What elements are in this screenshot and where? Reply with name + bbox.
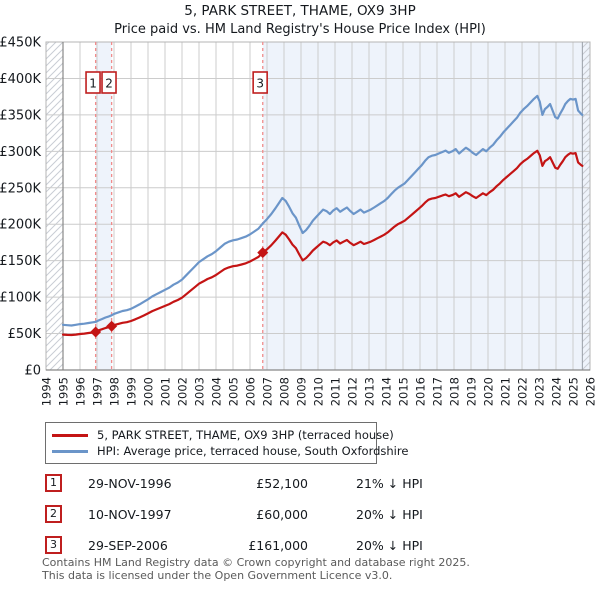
x-axis-tick-label: 2010 <box>312 377 326 406</box>
y-axis-tick-label: £350K <box>0 108 41 123</box>
table-row: 3 29-SEP-2006 £161,000 20% ↓ HPI <box>45 536 445 554</box>
transaction-number-badge: 1 <box>45 474 62 492</box>
sale-marker-diamond <box>257 247 269 259</box>
x-axis-tick-label: 2018 <box>448 377 462 406</box>
x-axis-tick-label: 2006 <box>244 377 258 406</box>
x-axis-tick-label: 1996 <box>74 377 88 406</box>
x-axis-tick-label: 2019 <box>465 377 479 406</box>
sale-number-label: 1 <box>89 77 97 91</box>
hatched-region <box>582 42 590 370</box>
sale-number-label: 3 <box>256 77 264 91</box>
x-axis-tick-label: 2023 <box>533 377 547 406</box>
blue-line-sample <box>52 449 88 453</box>
transaction-number-badge: 2 <box>45 505 62 523</box>
x-axis-tick-label: 2024 <box>550 377 564 406</box>
transaction-vs-hpi: 20% ↓ HPI <box>356 537 423 553</box>
x-axis-tick-label: 2011 <box>329 377 343 406</box>
hpi-line <box>61 94 584 327</box>
x-axis-tick-label: 2007 <box>261 377 275 406</box>
sale-marker-diamond <box>90 326 102 338</box>
hatched-region <box>46 42 63 370</box>
x-axis-tick-label: 2021 <box>499 377 513 406</box>
x-axis-tick-label: 1997 <box>91 377 105 406</box>
legend-item-price-paid: 5, PARK STREET, THAME, OX9 3HP (terraced… <box>52 427 394 443</box>
x-axis-tick-label: 2022 <box>516 377 530 406</box>
x-axis-tick-label: 1999 <box>125 377 139 406</box>
transaction-price: £52,100 <box>256 475 308 491</box>
chart-title: 5, PARK STREET, THAME, OX9 3HP <box>184 3 416 19</box>
y-axis-tick-label: £150K <box>0 254 41 269</box>
x-axis-tick-label: 2026 <box>584 377 598 406</box>
transaction-date: 29-NOV-1996 <box>88 475 172 491</box>
x-axis-tick-label: 2012 <box>346 377 360 406</box>
chart-subtitle: Price paid vs. HM Land Registry's House … <box>114 22 486 37</box>
transaction-price: £60,000 <box>256 506 308 522</box>
x-axis-tick-label: 2020 <box>482 377 496 406</box>
x-axis-tick-label: 2001 <box>159 377 173 406</box>
x-axis-tick-label: 2013 <box>363 377 377 406</box>
sale-number-label: 2 <box>105 77 113 91</box>
footer-line-1: Contains HM Land Registry data © Crown c… <box>42 556 470 569</box>
sale-marker-diamond <box>106 320 118 332</box>
legend-label: 5, PARK STREET, THAME, OX9 3HP (terraced… <box>97 428 394 442</box>
y-axis-tick-label: £250K <box>0 181 41 196</box>
x-axis-tick-label: 1998 <box>108 377 122 406</box>
x-axis-tick-label: 2000 <box>142 377 156 406</box>
y-axis-tick-label: £100K <box>0 291 41 306</box>
footer-line-2: This data is licensed under the Open Gov… <box>42 568 393 582</box>
legend: 5, PARK STREET, THAME, OX9 3HP (terraced… <box>45 422 408 464</box>
transaction-date: 10-NOV-1997 <box>88 506 172 522</box>
transaction-vs-hpi: 20% ↓ HPI <box>356 506 423 522</box>
y-axis-tick-label: £400K <box>0 72 41 87</box>
x-axis-tick-label: 2015 <box>397 377 411 406</box>
x-axis-tick-label: 2009 <box>295 377 309 406</box>
transaction-number-badge: 3 <box>45 536 62 554</box>
x-axis-tick-label: 2005 <box>227 377 241 406</box>
red-line-sample <box>52 433 88 437</box>
shaded-region <box>95 42 112 370</box>
x-axis-tick-label: 2008 <box>278 377 292 406</box>
legend-item-hpi: HPI: Average price, terraced house, Sout… <box>52 443 408 459</box>
y-axis-tick-label: £0 <box>24 364 41 379</box>
transactions-table: 1 29-NOV-1996 £52,100 21% ↓ HPI 2 10-NOV… <box>45 474 445 567</box>
table-row: 2 10-NOV-1997 £60,000 20% ↓ HPI <box>45 505 445 523</box>
license-footer: Contains HM Land Registry data © Crown c… <box>42 556 582 582</box>
price-history-chart: 1 2 3 £0 £50K £100K £150K £200K £250K £300K £350K £… <box>0 36 598 407</box>
x-axis-tick-label: 2014 <box>380 377 394 406</box>
table-row: 1 29-NOV-1996 £52,100 21% ↓ HPI <box>45 474 445 492</box>
transaction-price: £161,000 <box>248 537 308 553</box>
sale-number-box <box>252 71 268 94</box>
shaded-region <box>262 42 590 370</box>
x-axis-tick-label: 1994 <box>40 377 54 406</box>
legend-label: HPI: Average price, terraced house, Sout… <box>97 444 409 458</box>
sale-number-box <box>101 71 117 94</box>
x-axis-tick-label: 2025 <box>567 377 581 406</box>
y-axis-tick-label: £200K <box>0 218 41 233</box>
x-axis-tick-label: 2017 <box>431 377 445 406</box>
x-axis-tick-label: 2002 <box>176 377 190 406</box>
transaction-date: 29-SEP-2006 <box>88 537 168 553</box>
x-axis-tick-label: 1995 <box>57 377 71 406</box>
x-axis-tick-label: 2016 <box>414 377 428 406</box>
price-paid-line <box>61 149 584 337</box>
y-axis-tick-label: £300K <box>0 145 41 160</box>
y-axis-tick-label: £50K <box>8 327 42 342</box>
sale-number-box <box>85 71 101 94</box>
transaction-vs-hpi: 21% ↓ HPI <box>356 475 423 491</box>
x-axis-tick-label: 2004 <box>210 377 224 406</box>
y-axis-tick-label: £450K <box>0 36 41 51</box>
x-axis-tick-label: 2003 <box>193 377 207 406</box>
